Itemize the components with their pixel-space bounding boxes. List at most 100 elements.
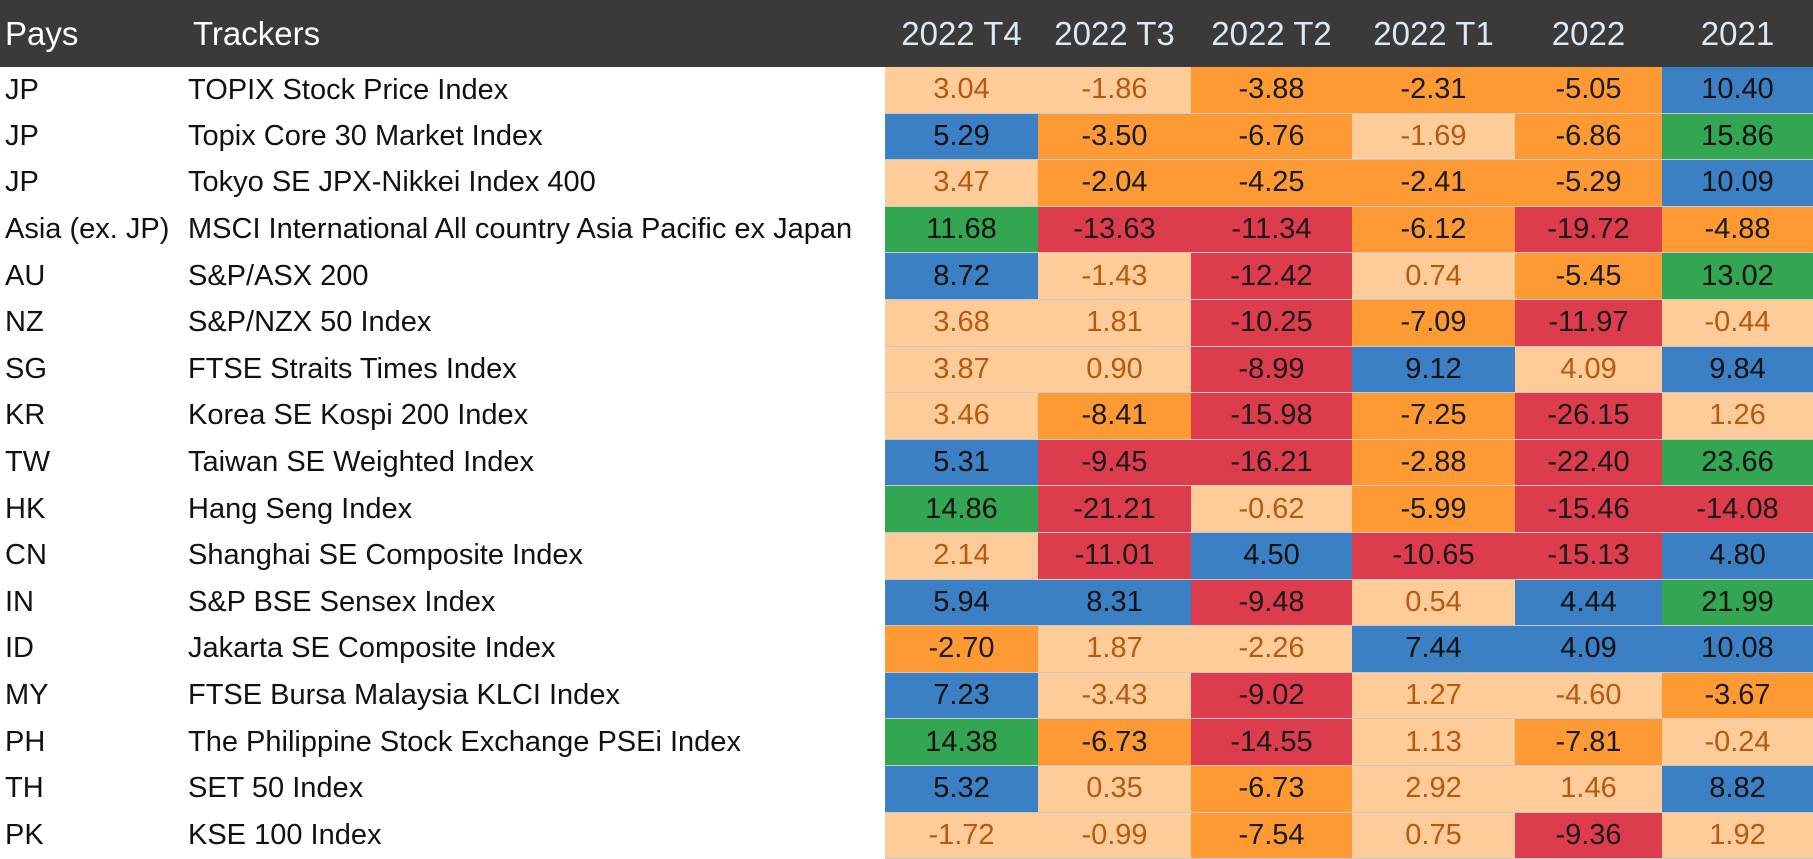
heatmap-value-cell: 14.38: [885, 718, 1038, 766]
heatmap-value-cell: -11.97: [1515, 299, 1662, 347]
tracker-cell: S&P/NZX 50 Index: [188, 306, 432, 339]
heatmap-value-cell: 3.87: [885, 346, 1038, 394]
heatmap-value-cell: -3.88: [1191, 67, 1352, 114]
heatmap-value-cell: -1.86: [1038, 67, 1191, 114]
table-row: TW Taiwan SE Weighted Index 5.31 -9.45 -16.2…: [0, 439, 1813, 487]
heatmap-value-cell: -1.69: [1352, 113, 1515, 161]
heatmap-value-cell: 0.54: [1352, 579, 1515, 627]
country-cell: NZ: [5, 306, 44, 339]
tracker-cell: The Philippine Stock Exchange PSEi Index: [188, 725, 741, 758]
heatmap-value-cell: 5.31: [885, 439, 1038, 487]
heatmap-value-cell: 1.46: [1515, 765, 1662, 813]
heatmap-value-cell: -0.24: [1662, 718, 1813, 766]
heatmap-value-cell: -0.99: [1038, 812, 1191, 859]
heatmap-value-cell: -4.25: [1191, 159, 1352, 207]
heatmap-value-cell: -9.36: [1515, 812, 1662, 859]
country-cell: MY: [5, 679, 49, 712]
heatmap-value-cell: 4.09: [1515, 625, 1662, 673]
heatmap-value-cell: -6.73: [1191, 765, 1352, 813]
heatmap-value-cell: 7.44: [1352, 625, 1515, 673]
column-header-period: 2021: [1662, 0, 1813, 67]
heatmap-value-cell: -5.45: [1515, 252, 1662, 300]
heatmap-value-cell: 1.26: [1662, 392, 1813, 440]
table-row: AU S&P/ASX 200 8.72 -1.43 -12.42 0.74 -5.45 13.…: [0, 252, 1813, 300]
heatmap-value-cell: -1.72: [885, 812, 1038, 859]
country-cell: HK: [5, 492, 46, 525]
heatmap-value-cell: 1.27: [1352, 672, 1515, 720]
heatmap-value-cell: 7.23: [885, 672, 1038, 720]
table-row: NZ S&P/NZX 50 Index 3.68 1.81 -10.25 -7.09 -11…: [0, 299, 1813, 347]
country-cell: IN: [5, 585, 34, 618]
country-cell: PH: [5, 725, 46, 758]
country-cell: KR: [5, 399, 46, 432]
heatmap-value-cell: -10.25: [1191, 299, 1352, 347]
tracker-cell: Tokyo SE JPX-Nikkei Index 400: [188, 166, 596, 199]
heatmap-value-cell: -4.88: [1662, 206, 1813, 254]
tracker-cell: Hang Seng Index: [188, 492, 413, 525]
heatmap-value-cell: -3.67: [1662, 672, 1813, 720]
heatmap-value-cell: -15.98: [1191, 392, 1352, 440]
heatmap-value-cell: -13.63: [1038, 206, 1191, 254]
column-header-period: 2022 T4: [885, 0, 1038, 67]
tracker-cell: Topix Core 30 Market Index: [188, 119, 543, 152]
country-cell: AU: [5, 259, 46, 292]
heatmap-value-cell: 1.87: [1038, 625, 1191, 673]
heatmap-value-cell: 10.09: [1662, 159, 1813, 207]
country-cell: PK: [5, 818, 44, 851]
heatmap-value-cell: -7.25: [1352, 392, 1515, 440]
tracker-cell: FTSE Straits Times Index: [188, 352, 517, 385]
heatmap-value-cell: -5.99: [1352, 485, 1515, 533]
table-row: JP Topix Core 30 Market Index 5.29 -3.50 -6.…: [0, 113, 1813, 161]
heatmap-value-cell: 0.90: [1038, 346, 1191, 394]
heatmap-value-cell: -2.04: [1038, 159, 1191, 207]
heatmap-value-cell: -8.41: [1038, 392, 1191, 440]
country-cell: JP: [5, 119, 39, 152]
tracker-cell: Taiwan SE Weighted Index: [188, 446, 535, 479]
column-header-country: Pays: [0, 0, 188, 67]
heatmap-value-cell: -2.88: [1352, 439, 1515, 487]
country-cell: TW: [5, 446, 51, 479]
heatmap-value-cell: -10.65: [1352, 532, 1515, 580]
tracker-cell: Shanghai SE Composite Index: [188, 539, 583, 572]
heatmap-value-cell: -7.54: [1191, 812, 1352, 859]
table-row: Asia (ex. JP) MSCI International All coun…: [0, 206, 1813, 254]
country-cell: TH: [5, 772, 44, 805]
tracker-cell: MSCI International All country Asia Paci…: [188, 213, 853, 246]
heatmap-value-cell: 5.32: [885, 765, 1038, 813]
heatmap-value-cell: -2.41: [1352, 159, 1515, 207]
heatmap-value-cell: 11.68: [885, 206, 1038, 254]
heatmap-value-cell: -2.70: [885, 625, 1038, 673]
heatmap-value-cell: -6.76: [1191, 113, 1352, 161]
heatmap-value-cell: -6.73: [1038, 718, 1191, 766]
tracker-cell: FTSE Bursa Malaysia KLCI Index: [188, 679, 620, 712]
table-body: JP TOPIX Stock Price Index 3.04 -1.86 -3.88-…: [0, 67, 1813, 859]
heatmap-value-cell: -15.13: [1515, 532, 1662, 580]
heatmap-value-cell: -3.43: [1038, 672, 1191, 720]
heatmap-value-cell: 3.04: [885, 67, 1038, 114]
heatmap-value-cell: -26.15: [1515, 392, 1662, 440]
heatmap-value-cell: -9.48: [1191, 579, 1352, 627]
heatmap-value-cell: 1.81: [1038, 299, 1191, 347]
country-cell: ID: [5, 632, 34, 665]
heatmap-value-cell: 1.92: [1662, 812, 1813, 859]
heatmap-value-cell: -7.81: [1515, 718, 1662, 766]
heatmap-value-cell: 10.40: [1662, 67, 1813, 114]
heatmap-value-cell: -16.21: [1191, 439, 1352, 487]
heatmap-value-cell: 8.82: [1662, 765, 1813, 813]
tracker-cell: S&P BSE Sensex Index: [188, 585, 496, 618]
heatmap-value-cell: -5.05: [1515, 67, 1662, 114]
table-row: SG FTSE Straits Times Index 3.87 0.90 -8.99 9…: [0, 346, 1813, 394]
heatmap-value-cell: -0.62: [1191, 485, 1352, 533]
heatmap-value-cell: -7.09: [1352, 299, 1515, 347]
tracker-cell: Korea SE Kospi 200 Index: [188, 399, 529, 432]
column-header-tracker: Trackers: [188, 0, 885, 67]
heatmap-value-cell: -1.43: [1038, 252, 1191, 300]
heatmap-value-cell: 1.13: [1352, 718, 1515, 766]
table-row: TH SET 50 Index 5.32 0.35 -6.73 2.92 1.46 8.82: [0, 765, 1813, 813]
heatmap-value-cell: 2.14: [885, 532, 1038, 580]
heatmap-value-cell: -9.45: [1038, 439, 1191, 487]
heatmap-value-cell: -6.12: [1352, 206, 1515, 254]
column-header-period: 2022: [1515, 0, 1662, 67]
